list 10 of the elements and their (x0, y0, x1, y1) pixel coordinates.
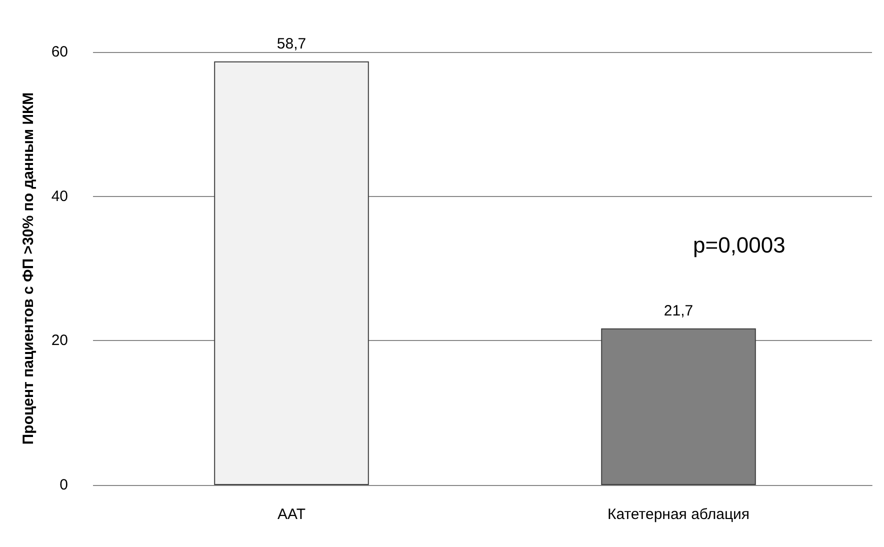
y-tick-label: 60 (51, 44, 68, 60)
y-tick-label: 0 (60, 476, 68, 494)
x-tick-label: Катетерная аблация (607, 506, 750, 523)
y-axis-title: Процент пациентов с ФП >30% по данным ИКМ (20, 92, 37, 445)
data-label: 21,7 (664, 302, 694, 320)
annotation: p=0,0003 (693, 232, 786, 258)
data-label: 58,7 (276, 35, 306, 52)
y-tick-label: 40 (51, 188, 68, 205)
y-tick-label: 20 (51, 332, 68, 350)
x-tick-label: ААТ (277, 506, 306, 523)
